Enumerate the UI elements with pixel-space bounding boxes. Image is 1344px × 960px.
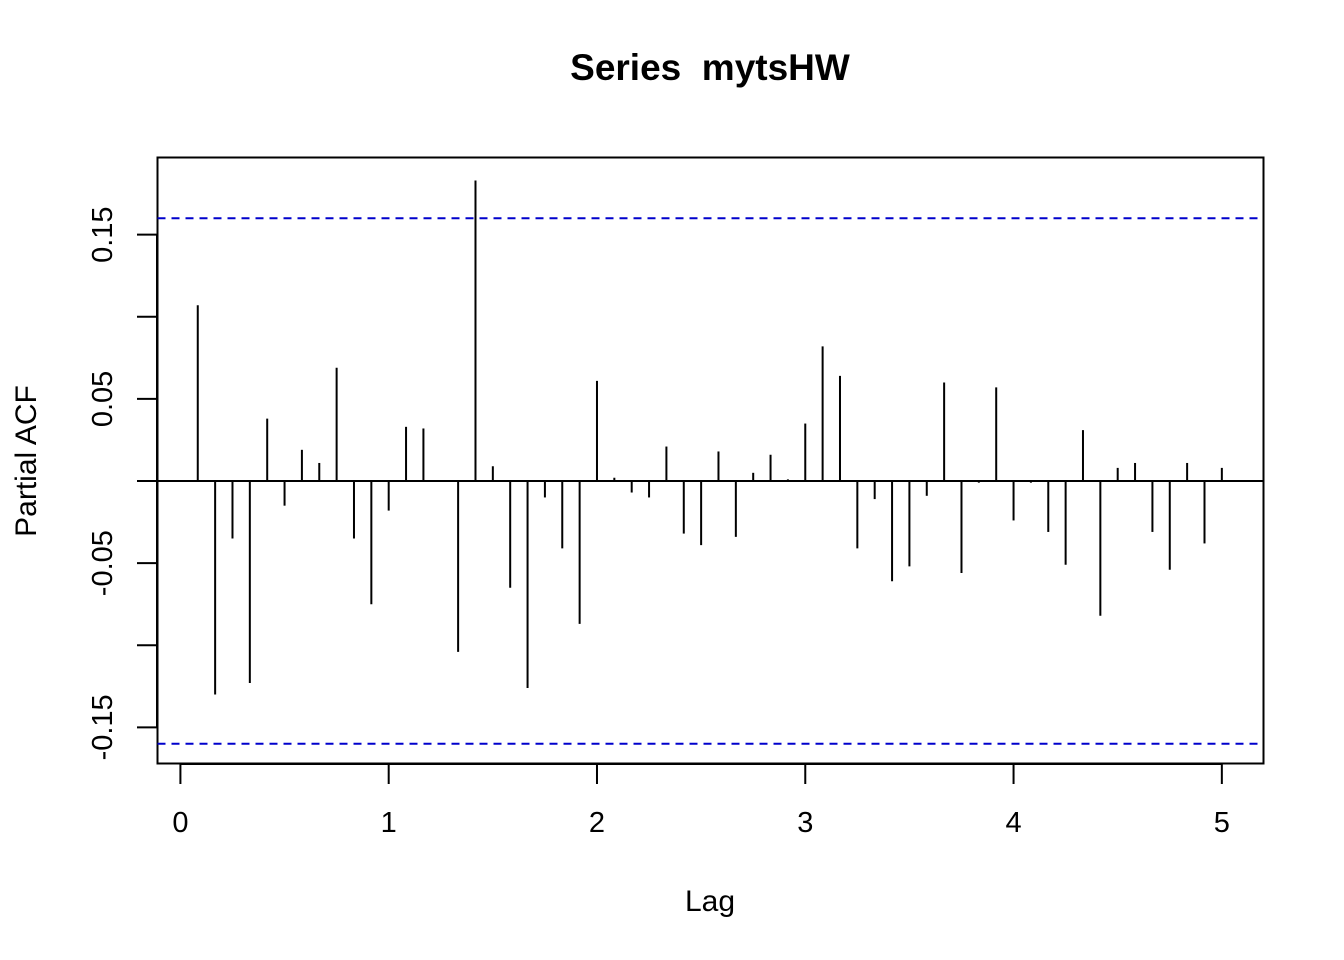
y-axis-label: Partial ACF (10, 385, 43, 537)
x-tick-label: 1 (381, 807, 397, 839)
plot-area (157, 180, 1264, 745)
x-axis: 0 1 2 3 4 5 (172, 763, 1230, 839)
y-tick-label: 0.05 (87, 371, 119, 427)
y-tick-label: -0.05 (87, 530, 119, 596)
y-tick-label: 0.15 (87, 206, 119, 262)
x-tick-label: 2 (589, 807, 605, 839)
y-axis: -0.15 -0.05 0.05 0.15 (87, 206, 158, 760)
x-tick-label: 0 (172, 807, 188, 839)
chart-title: Series mytsHW (570, 47, 850, 88)
x-tick-label: 4 (1005, 807, 1021, 839)
x-tick-label: 5 (1214, 807, 1230, 839)
y-tick-label: -0.15 (87, 694, 119, 760)
x-axis-label: Lag (685, 885, 735, 918)
plot-frame (156, 156, 1265, 765)
x-tick-label: 3 (797, 807, 813, 839)
